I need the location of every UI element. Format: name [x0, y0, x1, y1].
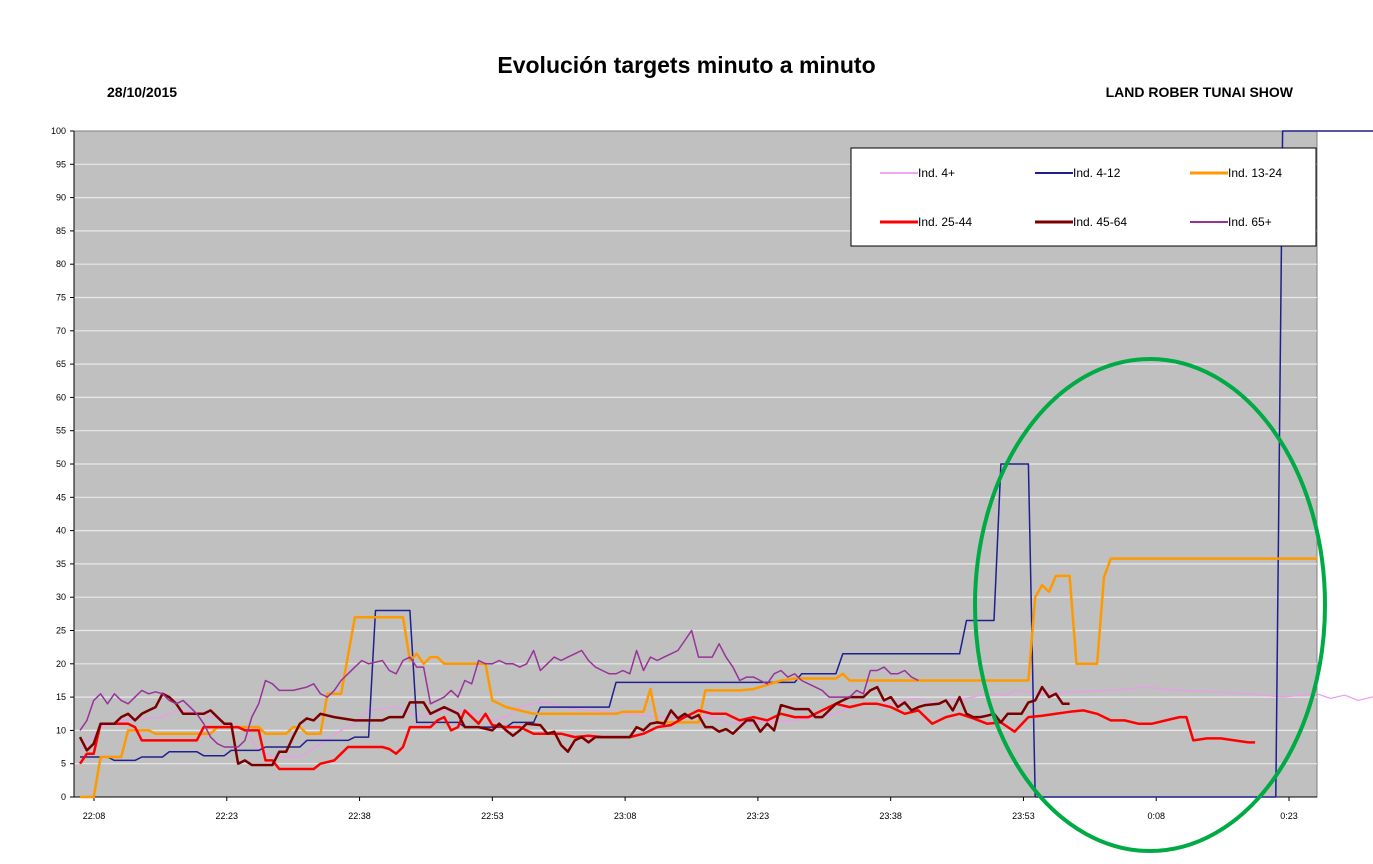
x-axis-ticks: 22:08 22:23 22:38 22:53 23:08 23:23 23:38 23:53…	[83, 797, 1298, 821]
series-lines	[78, 130, 1373, 799]
y-tick-label: 25	[56, 626, 66, 636]
y-tick-label: 70	[56, 326, 66, 336]
y-tick-label: 55	[56, 426, 66, 436]
program-name: LAND ROBER TUNAI SHOW	[1105, 84, 1293, 100]
legend-label: Ind. 4-12	[1073, 166, 1121, 180]
series-line-6	[79, 629, 919, 748]
y-tick-label: 60	[56, 392, 66, 402]
x-tick-label: 0:23	[1280, 811, 1298, 821]
x-tick-label: 23:53	[1012, 811, 1035, 821]
y-tick-label: 10	[56, 725, 66, 735]
highlight-ellipse	[973, 357, 1327, 853]
legend-box	[850, 147, 1317, 247]
y-tick-label: 15	[56, 692, 66, 702]
y-tick-label: 95	[56, 159, 66, 169]
chart-title: Evolución targets minuto a minuto	[497, 52, 876, 78]
x-tick-label: 22:53	[481, 811, 504, 821]
legend-label: Ind. 25-44	[918, 215, 972, 229]
legend: Ind. 4+ Ind. 4-12 Ind. 13-24 Ind. 25-44 Ind.…	[850, 147, 1317, 247]
broadcast-date: 28/10/2015	[107, 84, 178, 100]
x-tick-label: 22:38	[348, 811, 371, 821]
y-tick-label: 75	[56, 293, 66, 303]
series-line-3	[80, 557, 1317, 799]
y-tick-label: 50	[56, 459, 66, 469]
legend-label: Ind. 13-24	[1228, 166, 1282, 180]
y-tick-label: 40	[56, 526, 66, 536]
series-line-2	[80, 130, 1373, 798]
legend-label: Ind. 4+	[918, 166, 955, 180]
y-tick-label: 80	[56, 259, 66, 269]
y-tick-label: 85	[56, 226, 66, 236]
x-tick-label: 0:08	[1147, 811, 1165, 821]
series-line-5	[78, 685, 1070, 767]
y-tick-label: 20	[56, 659, 66, 669]
y-tick-label: 45	[56, 492, 66, 502]
y-tick-label: 5	[61, 759, 66, 769]
y-tick-label: 35	[56, 559, 66, 569]
x-tick-label: 23:08	[614, 811, 637, 821]
legend-label: Ind. 45-64	[1073, 215, 1127, 229]
legend-label: Ind. 65+	[1228, 215, 1272, 229]
y-tick-label: 90	[56, 193, 66, 203]
x-tick-label: 23:23	[747, 811, 770, 821]
series-line-4	[78, 702, 1256, 771]
x-tick-label: 22:08	[83, 811, 106, 821]
y-tick-label: 30	[56, 592, 66, 602]
x-tick-label: 23:38	[879, 811, 902, 821]
y-tick-label: 65	[56, 359, 66, 369]
series-line-1	[79, 686, 1373, 758]
y-tick-label: 100	[51, 126, 66, 136]
x-tick-label: 22:23	[216, 811, 239, 821]
y-tick-label: 0	[61, 792, 66, 802]
